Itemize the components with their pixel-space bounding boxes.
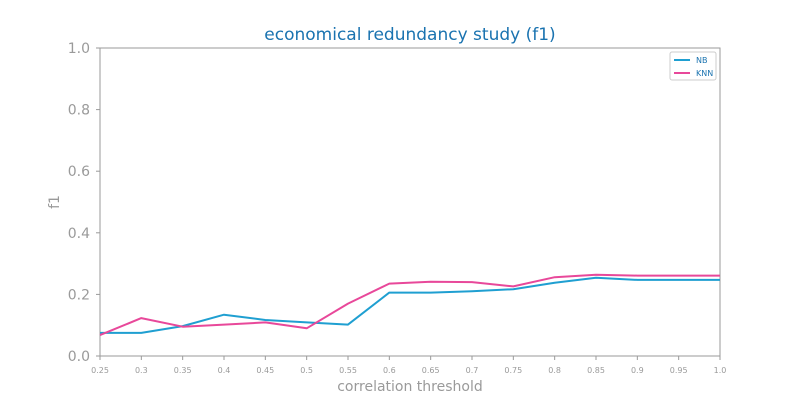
legend-label-nb: NB: [696, 56, 707, 65]
x-tick-label: 0.35: [174, 366, 192, 375]
y-tick-label: 1.0: [68, 41, 90, 57]
x-tick-label: 0.6: [383, 366, 396, 375]
x-tick-label: 0.3: [135, 366, 148, 375]
x-tick-label: 1.0: [714, 366, 727, 375]
x-tick-label: 0.25: [91, 366, 109, 375]
y-axis-label: f1: [47, 195, 63, 209]
series-line-knn: [99, 273, 720, 337]
plot-frame: [99, 47, 721, 357]
y-tick-label: 0.8: [68, 103, 90, 119]
y-tick-label: 0.0: [68, 349, 90, 365]
y-tick-label: 0.6: [68, 164, 90, 180]
x-tick-label: 0.65: [422, 366, 440, 375]
x-tick-label: 0.95: [670, 366, 688, 375]
x-tick-label: 0.85: [587, 366, 605, 375]
legend-label-knn: KNN: [696, 69, 713, 78]
x-tick-label: 0.5: [300, 366, 313, 375]
x-tick-label: 0.75: [504, 366, 522, 375]
x-axis-label: correlation threshold: [337, 379, 483, 395]
x-tick-label: 0.45: [256, 366, 274, 375]
x-tick-label: 0.55: [339, 366, 357, 375]
x-tick-label: 0.9: [631, 366, 644, 375]
x-tick-label: 0.4: [218, 366, 231, 375]
series-line-nb: [100, 276, 720, 334]
x-tick-label: 0.8: [548, 366, 561, 375]
chart-title: economical redundancy study (f1): [264, 25, 555, 45]
y-tick-label: 0.2: [68, 287, 90, 303]
x-tick-label: 0.7: [466, 366, 479, 375]
plot-area: 0.0 0.2 0.4 0.6 0.8 1.0 0.25 0.3 0.35 0.4 0.45 0.5 0…: [68, 41, 727, 375]
y-tick-label: 0.4: [68, 226, 90, 242]
